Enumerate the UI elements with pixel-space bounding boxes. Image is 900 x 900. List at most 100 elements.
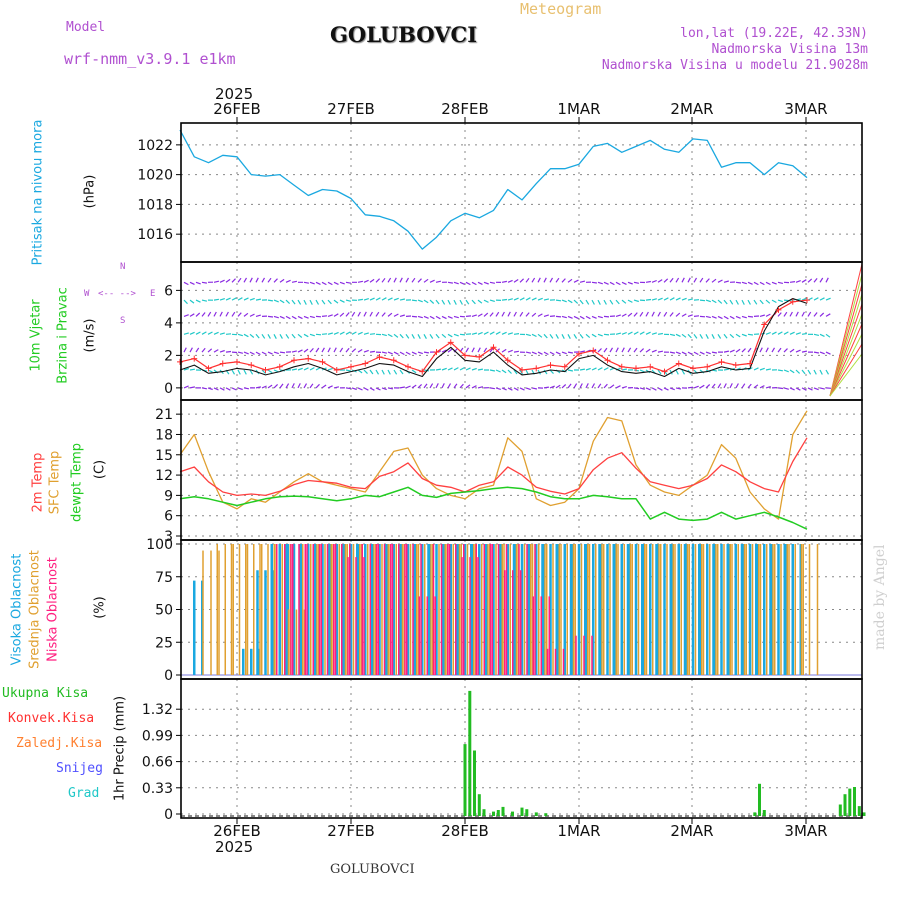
- wind-gust-marker: [433, 349, 440, 356]
- product-title: Meteogram: [520, 0, 602, 18]
- day-label-top-5: 3MAR: [784, 100, 827, 118]
- precip-total-bar: [468, 690, 472, 816]
- wind-gust-marker: [333, 367, 340, 373]
- precip-total-bar: [848, 788, 852, 816]
- wind-barbs: [183, 277, 829, 286]
- elevation-label: Nadmorska Visina 13m: [711, 42, 868, 57]
- wind-compass-icon: W <-- --> E N S: [84, 262, 156, 326]
- wind-fan-line: [829, 323, 863, 397]
- temperature-ytick-label-3: 12: [155, 468, 173, 484]
- precip-total-bar: [492, 811, 495, 816]
- temperature-ytick-label-2: 9: [164, 488, 173, 504]
- wind-barb-row-3: [183, 331, 831, 339]
- dewpt-line: [179, 486, 808, 530]
- temperature-ytick-label-0: 3: [164, 529, 173, 545]
- wind-barb-row-2: [183, 311, 831, 320]
- cloud-ytick-label-2: 50: [155, 603, 173, 619]
- day-label-bottom-4: 2MAR: [670, 822, 713, 840]
- precip-total-bar: [525, 809, 529, 816]
- wind-gust-marker: [177, 358, 183, 365]
- wind-gust-marker: [405, 363, 411, 370]
- wind-fan-line: [829, 353, 863, 397]
- pressure-line: [179, 129, 808, 250]
- day-label-top-3: 1MAR: [557, 100, 600, 118]
- day-label-bottom-3: 1MAR: [557, 822, 600, 840]
- day-label-bottom-1: 27FEB: [327, 822, 374, 840]
- precip-total-bar: [534, 812, 538, 816]
- precip-total-bar: [544, 813, 548, 816]
- precip-ytick-label-0: 0: [164, 807, 173, 823]
- wind-gust-marker: [348, 363, 354, 370]
- precip-total-bar: [473, 750, 476, 816]
- wind-gust-marker: [633, 365, 639, 372]
- precip-frame: [180, 678, 863, 819]
- pressure-ytick-label-1: 1018: [137, 197, 173, 213]
- temperature-ytick-label-6: 21: [155, 407, 173, 423]
- wind-fan-line: [829, 343, 863, 397]
- wind-gust-marker: [248, 362, 255, 369]
- precip-ytick-label-3: 0.99: [142, 728, 173, 744]
- wind-gust-marker: [661, 368, 668, 375]
- station-title: GOLUBOVCI: [330, 22, 478, 47]
- wind-ytick-label-1: 2: [164, 348, 173, 364]
- wind-barb-row-4: [183, 347, 831, 356]
- lonlat-label: lon,lat (19.22E, 42.33N): [680, 26, 868, 41]
- wind-gust-marker: [561, 363, 568, 370]
- wind-ytick-label-0: 0: [164, 381, 173, 397]
- precip-total-bar: [496, 810, 500, 816]
- wind-gust-marker: [462, 352, 468, 359]
- cloud-ytick-label-1: 25: [155, 635, 173, 651]
- day-label-bottom-5: 3MAR: [784, 822, 827, 840]
- day-label-bottom-0: 26FEB: [213, 822, 260, 840]
- pressure-ytick-label-0: 1016: [137, 227, 173, 243]
- wind-barbs: [183, 347, 831, 356]
- day-label-bottom-2: 28FEB: [441, 822, 488, 840]
- precip-label-conv: Konvek.Kisa: [8, 711, 95, 726]
- precip-total-bar: [477, 794, 481, 816]
- temperature-ytick-label-1: 6: [164, 509, 173, 525]
- wind-gust-marker: [305, 355, 312, 362]
- wind-gust-marker: [476, 354, 483, 360]
- wind-ytick-label-3: 6: [164, 283, 173, 299]
- wind-gust-marker: [447, 339, 454, 346]
- wind-gust-marker: [219, 360, 226, 367]
- day-label-top-1: 27FEB: [327, 100, 374, 118]
- precip-total-bar: [843, 794, 847, 816]
- wind-barbs: [183, 297, 831, 305]
- precip-ytick-label-1: 0.33: [142, 781, 173, 797]
- wind-fan-line: [829, 303, 863, 397]
- precip-total-bar: [501, 806, 505, 816]
- cloud-ytick-label-4: 100: [146, 537, 173, 553]
- cloud-ytick-label-0: 0: [164, 668, 173, 684]
- wind-gust-marker: [533, 365, 540, 372]
- wind-gust-marker: [718, 358, 725, 365]
- wind-fan-line: [829, 293, 863, 397]
- wind-gust-marker: [234, 358, 240, 365]
- wind-gust-marker: [775, 306, 782, 313]
- temperature-ytick-label-5: 18: [155, 427, 173, 443]
- temp-2m-line: [179, 437, 808, 497]
- wind-fan-line: [829, 333, 863, 397]
- precip-ytick-label-4: 1.32: [142, 702, 173, 718]
- wind-gust-marker: [604, 357, 611, 364]
- pressure-frame: [180, 122, 863, 263]
- wind-gust-marker: [262, 367, 269, 373]
- wind-fan-line: [829, 313, 863, 397]
- wind-gust-marker: [205, 365, 212, 372]
- wind-gust-marker: [732, 362, 739, 369]
- wind-gust-marker: [376, 354, 383, 360]
- cloud-ytick-label-3: 75: [155, 570, 173, 586]
- wind-gust-marker: [590, 347, 597, 354]
- wind-gust-marker: [291, 357, 297, 364]
- precip-total-bar: [463, 744, 467, 816]
- precip-total-bar: [511, 811, 514, 816]
- precip-total-bar: [482, 809, 486, 816]
- wind-gust-marker: [547, 362, 554, 369]
- wind-gust-marker: [675, 360, 682, 367]
- wind-gust-marker: [618, 363, 625, 370]
- wind-barb-row-1: [183, 297, 831, 305]
- wind-gust-marker: [504, 357, 511, 364]
- wind-gust-marker: [191, 355, 198, 362]
- pressure-ytick-label-2: 1020: [137, 168, 173, 184]
